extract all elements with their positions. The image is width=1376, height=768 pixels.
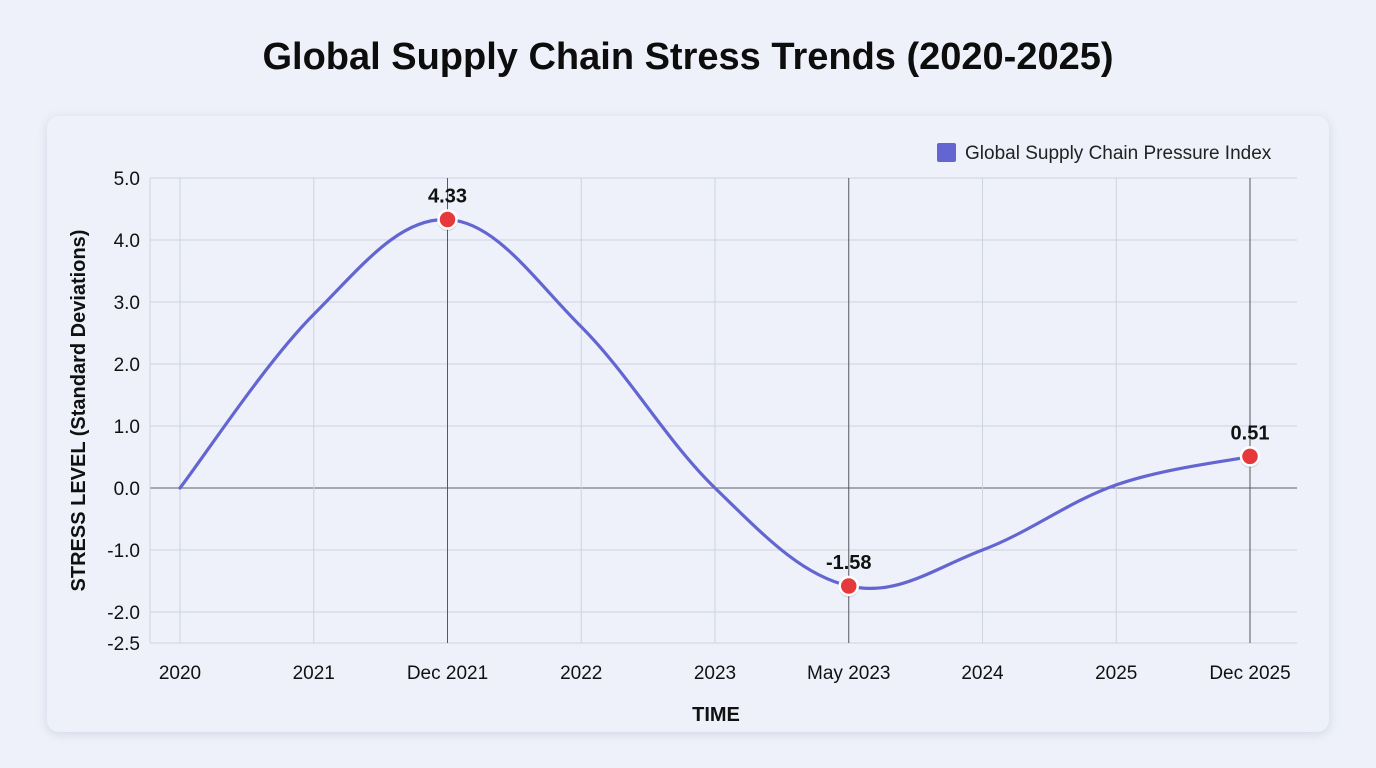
x-tick-label: 2022 — [560, 663, 602, 684]
data-label: 0.51 — [1231, 422, 1270, 444]
x-axis-title: TIME — [692, 704, 740, 726]
data-point-marker[interactable] — [437, 209, 458, 230]
chart-card: 5.0 4.0 3.0 2.0 1.0 0.0 -1.0 -2.0 -2.5 2020 2021 De… — [47, 116, 1329, 732]
line-chart: 5.0 4.0 3.0 2.0 1.0 0.0 -1.0 -2.0 -2.5 2020 2021 De… — [68, 143, 1297, 726]
data-point-marker[interactable] — [1239, 446, 1261, 467]
y-tick-label: -2.0 — [107, 603, 140, 624]
y-tick-label: 5.0 — [114, 169, 140, 190]
data-label: -1.58 — [826, 552, 872, 574]
x-tick-label: May 2023 — [807, 663, 890, 684]
x-tick-label: Dec 2025 — [1209, 663, 1290, 684]
axes: 5.0 4.0 3.0 2.0 1.0 0.0 -1.0 -2.0 -2.5 2020 2021 De… — [68, 169, 1291, 726]
x-tick-label: 2020 — [159, 663, 201, 684]
x-tick-label: 2025 — [1095, 663, 1137, 684]
markers: 4.33 -1.58 0.51 — [428, 186, 1269, 598]
page-title: Global Supply Chain Stress Trends (2020-… — [262, 36, 1114, 78]
y-tick-label: -1.0 — [107, 541, 140, 562]
x-tick-label: 2021 — [293, 663, 335, 684]
data-label: 4.33 — [428, 186, 467, 208]
legend: Global Supply Chain Pressure Index — [937, 143, 1272, 164]
grid — [150, 177, 1297, 644]
legend-swatch — [937, 143, 956, 162]
x-tick-label: 2023 — [694, 663, 736, 684]
y-axis-title: STRESS LEVEL (Standard Deviations) — [68, 230, 90, 592]
series — [178, 217, 1252, 591]
y-tick-label: 0.0 — [114, 479, 140, 500]
series-line — [178, 217, 1252, 591]
y-tick-label: 4.0 — [114, 231, 140, 252]
x-tick-label: 2024 — [961, 663, 1004, 684]
y-tick-label: 3.0 — [114, 293, 140, 314]
y-tick-label: 2.0 — [114, 355, 140, 376]
legend-label: Global Supply Chain Pressure Index — [965, 143, 1272, 164]
y-tick-label: 1.0 — [114, 417, 140, 438]
data-point-marker[interactable] — [838, 575, 859, 597]
y-tick-label: -2.5 — [107, 634, 140, 655]
x-tick-label: Dec 2021 — [407, 663, 488, 684]
